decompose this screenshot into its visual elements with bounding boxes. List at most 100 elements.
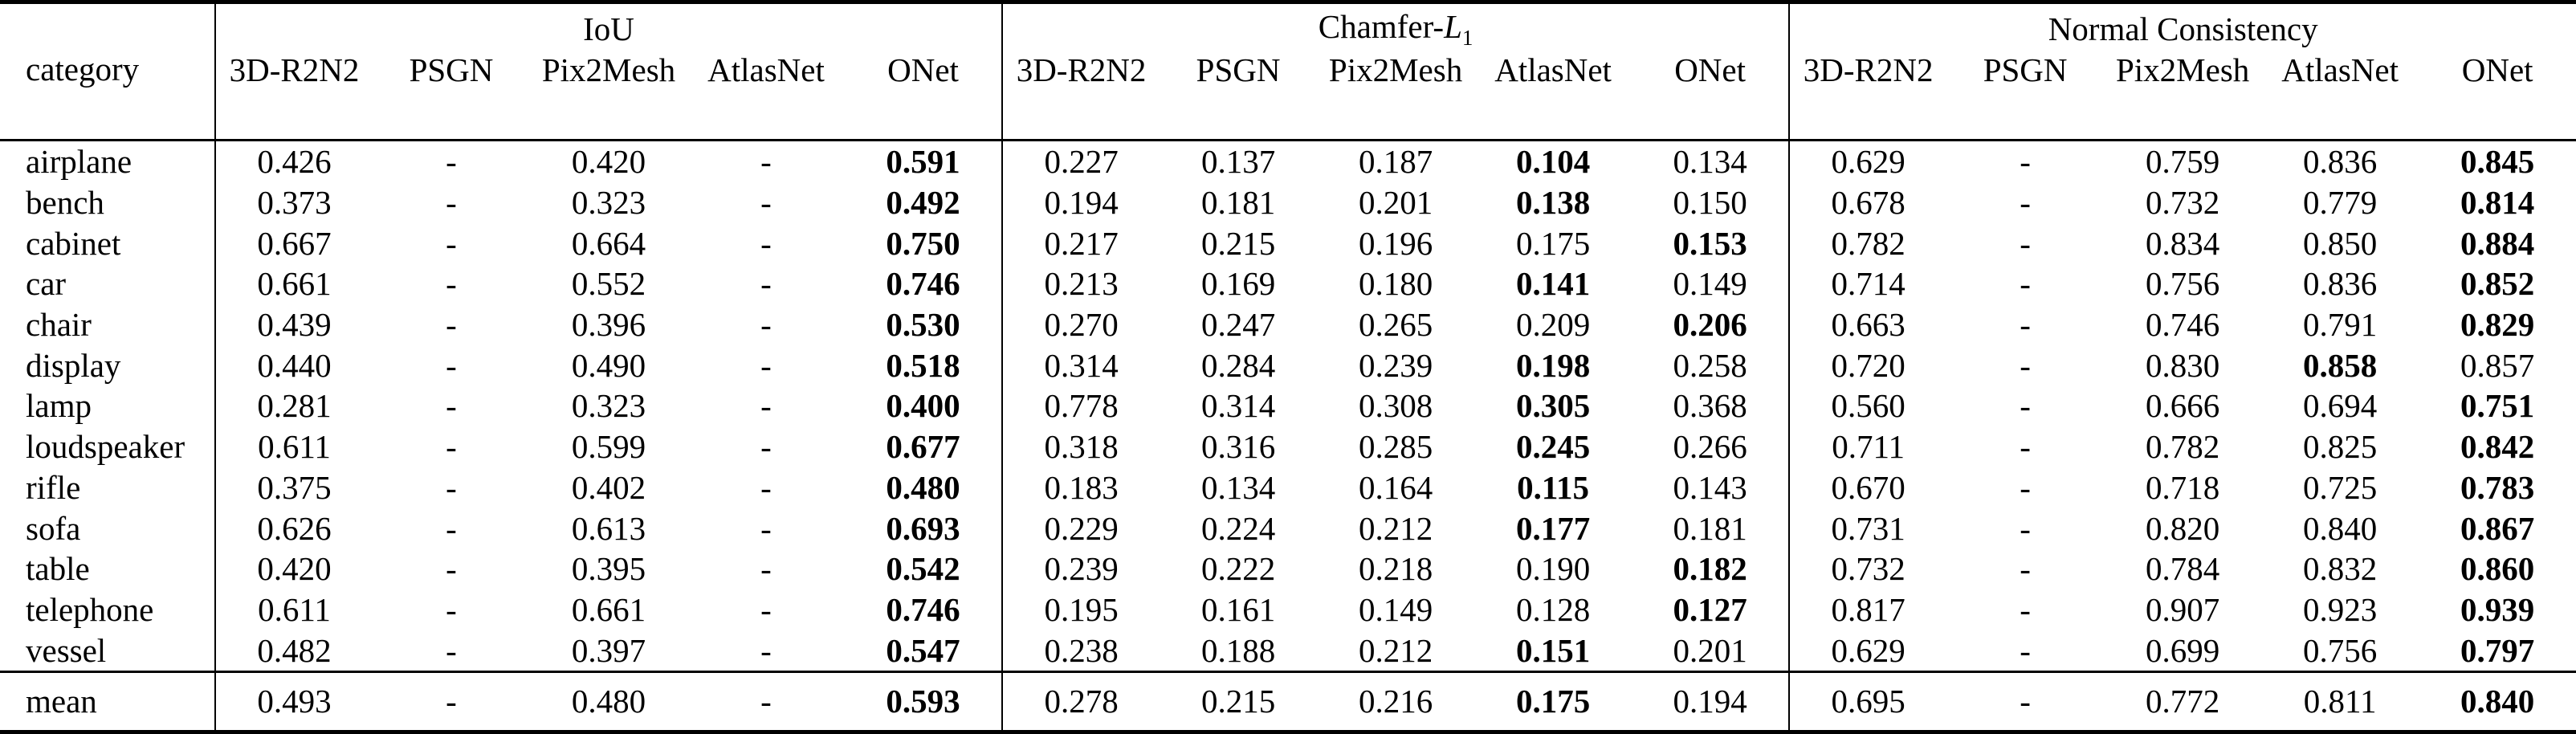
value-cell: 0.182 [1673,550,1747,588]
value-cell: 0.772 [2104,670,2262,730]
value-cell: 0.784 [2146,550,2220,588]
value-cell: - [2020,346,2031,384]
value-cell: 0.150 [1673,184,1747,222]
category-cell: car [26,265,67,303]
value-cell: 0.542 [886,550,960,588]
value-cell: 0.667 [214,222,373,264]
value-cell: 0.699 [2146,631,2220,669]
table-body: airplane 0.426 - 0.420 - 0.591 0.227 0.137 0.187… [0,140,2576,730]
value-cell: 0.695 [1788,670,1947,730]
value-cell: 0.375 [214,467,373,508]
table-row-loudspeaker: loudspeaker 0.611 - 0.599 - 0.677 0.318 0.316 0.… [0,426,2576,467]
value-cell: 0.714 [1788,263,1947,304]
value-cell: - [760,265,772,303]
value-cell: 0.731 [1788,508,1947,548]
value-cell: 0.756 [2303,631,2378,669]
value-cell: 0.661 [214,263,373,304]
value-cell: - [446,428,457,466]
value-cell: 0.115 [1517,468,1590,506]
value-cell: 0.187 [1358,143,1433,181]
value-cell: 0.216 [1317,670,1475,730]
value-cell: 0.314 [1200,387,1276,425]
value-cell: 0.778 [1001,385,1160,426]
value-cell: 0.923 [2303,590,2378,628]
value-cell: 0.629 [1788,140,1947,182]
value-cell: 0.783 [2460,468,2535,506]
value-cell: - [760,468,772,506]
value-cell: 0.611 [214,426,373,467]
value-cell: 0.151 [1515,631,1591,669]
value-cell: - [446,550,457,588]
value-cell: 0.134 [1673,143,1747,181]
value-cell: 0.284 [1200,346,1276,384]
value-cell: - [446,184,457,222]
value-cell: 0.791 [2303,306,2378,344]
value-cell: 0.439 [214,304,373,345]
category-cell: sofa [26,509,81,547]
value-cell: 0.314 [1001,345,1160,386]
value-cell: 0.829 [2460,306,2535,344]
value-cell: 0.814 [2460,184,2535,222]
value-cell: 0.265 [1358,306,1433,344]
value-cell: 0.161 [1200,590,1276,628]
chamfer-label-subscript: 1 [1461,26,1473,50]
value-cell: 0.746 [886,590,960,628]
value-cell: 0.629 [1788,630,1947,672]
category-cell: cabinet [26,224,121,262]
value-cell: 0.694 [2303,387,2378,425]
value-cell: 0.181 [1673,509,1747,547]
value-cell: 0.196 [1358,224,1433,262]
value-cell: 0.127 [1673,590,1747,628]
value-cell: 0.215 [1200,224,1276,262]
value-cell: 0.711 [1788,426,1947,467]
value-cell: 0.397 [571,631,646,669]
category-cell: lamp [26,387,92,425]
value-cell: 0.149 [1673,265,1747,303]
value-cell: 0.836 [2303,143,2378,181]
value-cell: 0.213 [1001,263,1160,304]
value-cell: 0.239 [1001,548,1160,589]
value-cell: 0.224 [1200,509,1276,547]
value-cell: 0.323 [571,184,646,222]
value-cell: - [760,387,772,425]
value-cell: 0.547 [886,631,960,669]
value-cell: - [2020,265,2031,303]
value-cell: 0.395 [571,550,646,588]
value-cell: 0.138 [1515,184,1591,222]
value-cell: 0.720 [1788,345,1947,386]
value-cell: 0.227 [1001,140,1160,182]
value-cell: 0.860 [2460,550,2535,588]
value-cell: 0.190 [1515,550,1591,588]
value-cell: 0.850 [2303,224,2378,262]
value-cell: 0.143 [1673,468,1747,506]
table-row-airplane: airplane 0.426 - 0.420 - 0.591 0.227 0.137 0.187… [0,140,2576,182]
value-cell: 0.797 [2460,631,2535,669]
value-cell: 0.750 [886,224,960,262]
value-cell: 0.482 [214,630,373,672]
chamfer-label-symbol: L [1444,8,1462,45]
value-cell: - [760,590,772,628]
value-cell: - [760,346,772,384]
value-cell: 0.278 [1001,670,1160,730]
group-header-row: category IoU Chamfer-L1 Normal Consisten… [0,4,2576,141]
value-cell: 0.830 [2146,346,2220,384]
value-cell: - [446,306,457,344]
table-row-chair: chair 0.439 - 0.396 - 0.530 0.270 0.247 0.265 0.2… [0,304,2576,345]
value-cell: 0.396 [571,306,646,344]
value-cell: 0.183 [1001,467,1160,508]
value-cell: 0.402 [571,468,646,506]
value-cell: 0.149 [1358,590,1433,628]
column-header-pix2mesh: Pix2Mesh [1317,51,1475,141]
value-cell: - [760,631,772,669]
value-cell: 0.258 [1673,346,1747,384]
value-cell: - [446,265,457,303]
value-cell: 0.842 [2460,428,2535,466]
value-cell: - [760,224,772,262]
value-cell: 0.725 [2303,468,2378,506]
value-cell: 0.285 [1358,428,1433,466]
table-header: category IoU Chamfer-L1 Normal Consisten… [0,4,2576,141]
value-cell: 0.368 [1673,387,1747,425]
value-cell: 0.907 [2146,590,2220,628]
column-header-pix2mesh: Pix2Mesh [530,51,687,141]
value-cell: 0.857 [2460,346,2535,384]
